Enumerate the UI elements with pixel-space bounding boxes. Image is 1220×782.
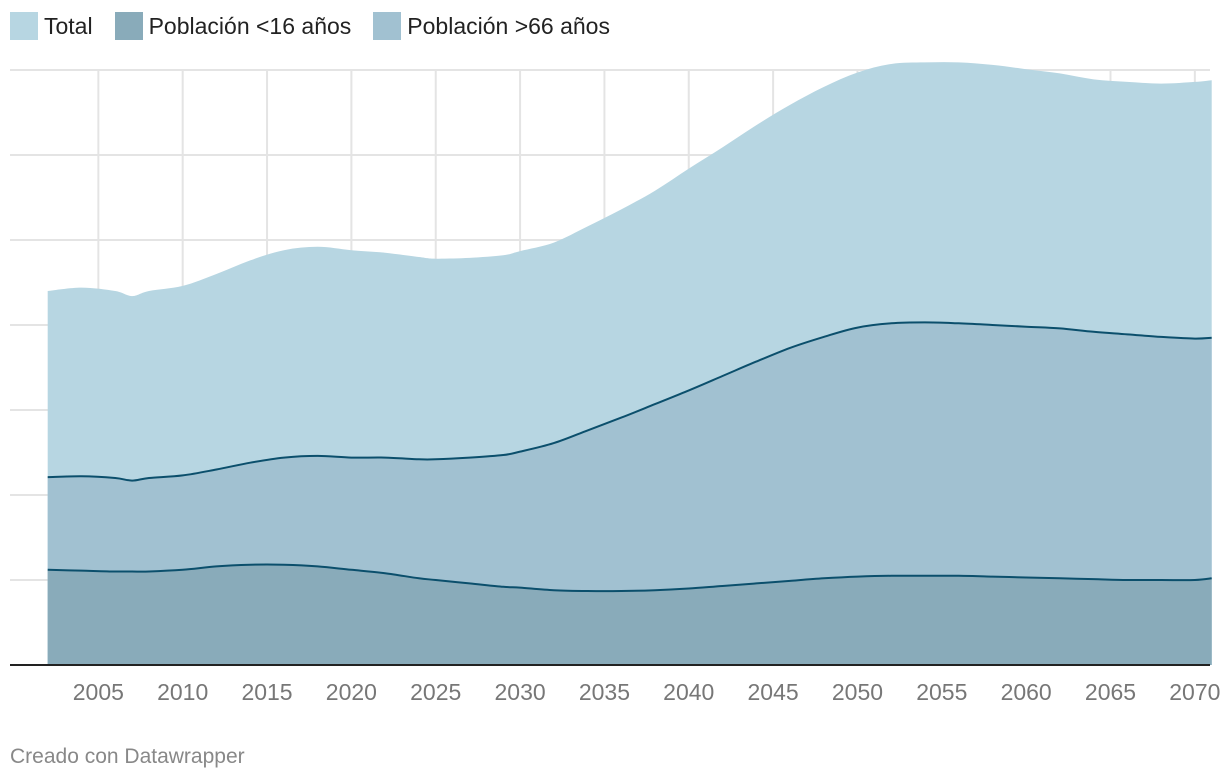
x-tick-label: 2015: [241, 679, 292, 705]
x-tick-label: 2055: [916, 679, 967, 705]
legend-label-total: Total: [44, 12, 93, 39]
area-under16: [47, 564, 1212, 665]
x-tick-label: 2060: [1001, 679, 1052, 705]
line-over66: [47, 321, 1212, 482]
legend: Total Población <16 años Población >66 a…: [10, 12, 632, 40]
x-tick-label: 2005: [73, 679, 124, 705]
x-tick-label: 2035: [579, 679, 630, 705]
x-tick-label: 2030: [494, 679, 545, 705]
line-under16: [47, 563, 1212, 593]
axis-layer: 2005 2010 2015 2020 2025 2030 2035 2040 2045 2050…: [10, 664, 1220, 705]
x-tick-label: 2040: [663, 679, 714, 705]
legend-swatch-under16: [114, 12, 143, 40]
legend-label-over66: Población >66 años: [407, 12, 610, 39]
footer-credit: Creado con Datawrapper: [10, 745, 245, 768]
legend-swatch-over66: [373, 12, 402, 40]
legend-label-under16: Población <16 años: [148, 12, 352, 39]
x-tick-label: 2010: [157, 679, 208, 705]
x-tick-label: 2050: [832, 679, 883, 705]
legend-swatch-total: [10, 12, 38, 40]
x-tick-label: 2025: [410, 679, 461, 705]
line-layer: [47, 321, 1212, 593]
legend-item-under16: Población <16 años: [114, 12, 352, 40]
legend-item-over66: Población >66 años: [373, 12, 610, 40]
x-tick-label: 2065: [1085, 679, 1136, 705]
x-tick-label: 2045: [748, 679, 799, 705]
area-layer: [47, 62, 1212, 665]
x-tick-label: 2070: [1169, 679, 1220, 705]
x-tick-label: 2020: [326, 679, 377, 705]
legend-item-total: Total: [10, 12, 93, 40]
